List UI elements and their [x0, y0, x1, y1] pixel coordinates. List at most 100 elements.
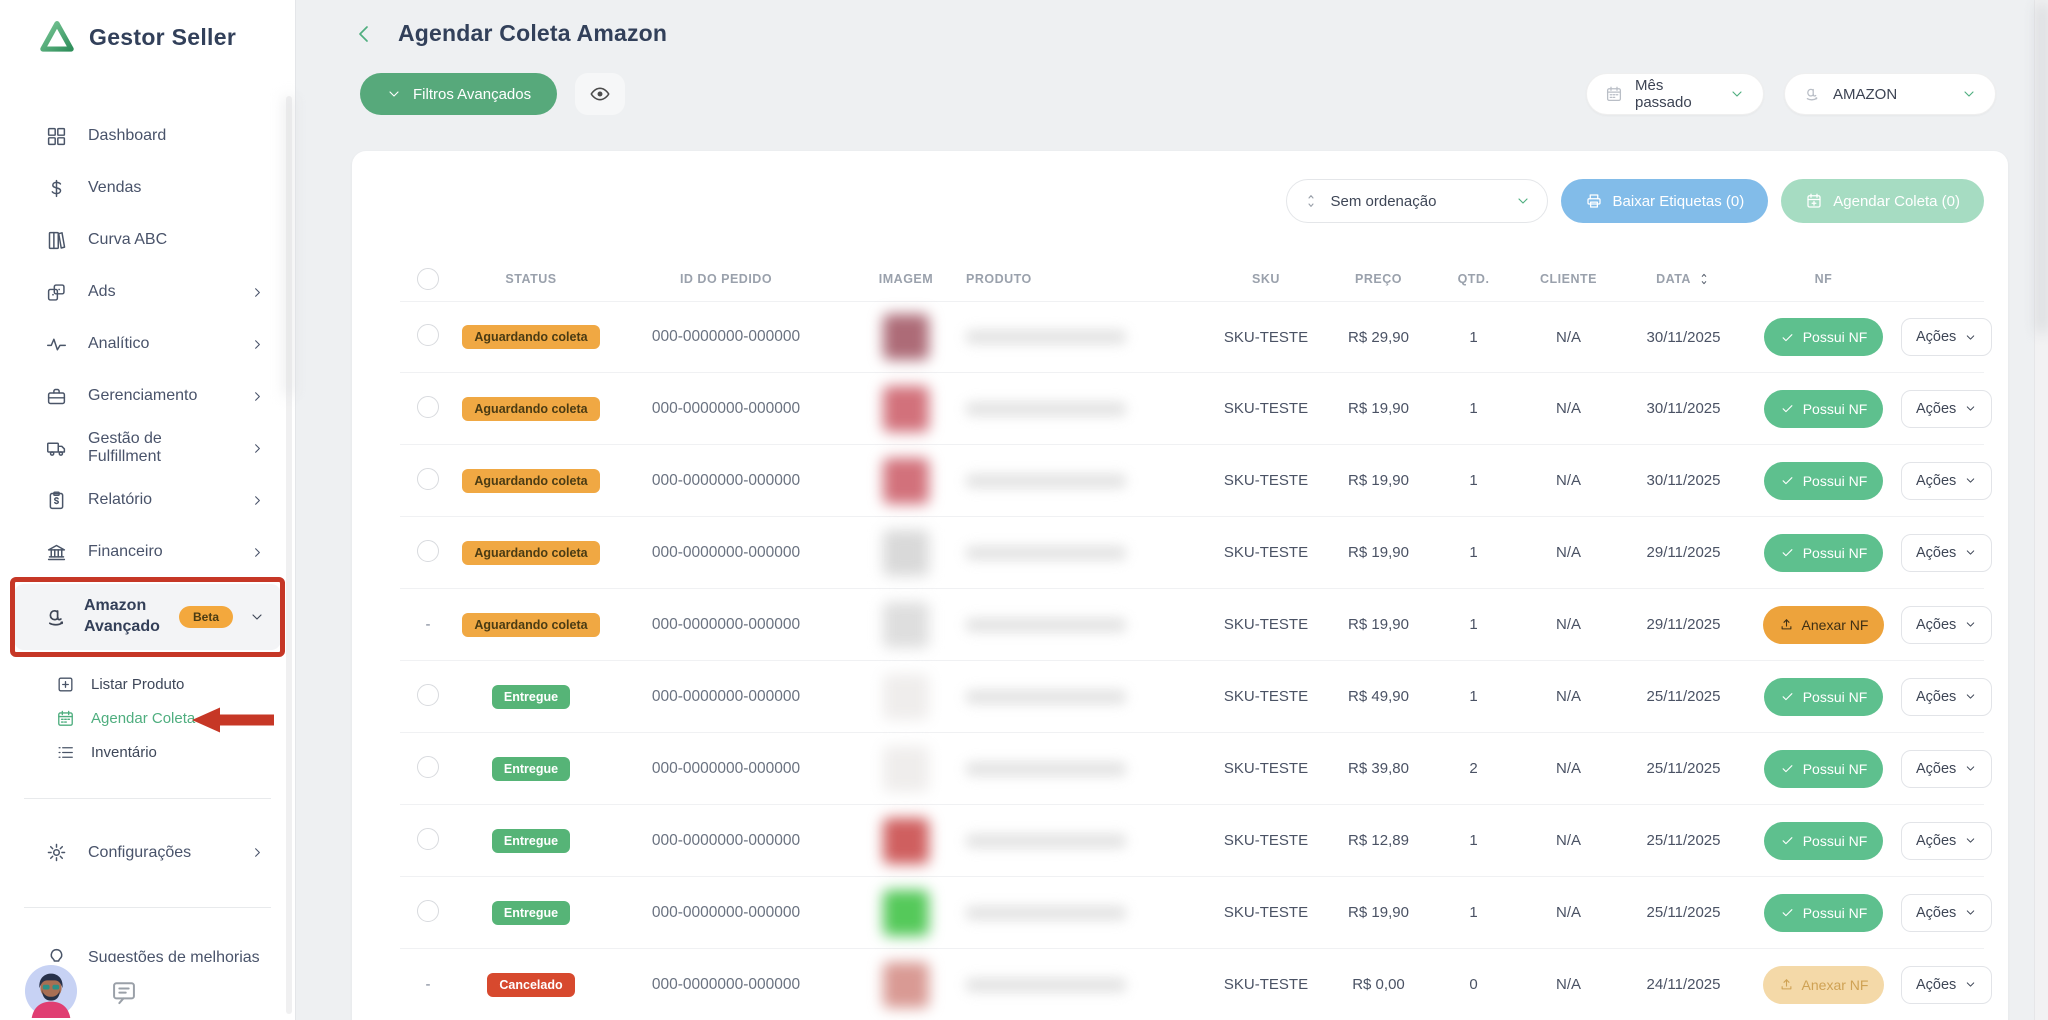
sidebar-item-ads[interactable]: Ads	[0, 266, 295, 318]
gear-icon	[46, 842, 68, 863]
sku-value: SKU-TESTE	[1223, 760, 1309, 777]
actions-dropdown-button[interactable]: Ações	[1901, 893, 1993, 932]
period-select[interactable]: Mês passado	[1586, 73, 1764, 115]
marketplace-select[interactable]: AMAZON	[1784, 73, 1996, 115]
sku-value: SKU-TESTE	[1223, 328, 1309, 346]
sort-icon[interactable]	[1697, 272, 1711, 286]
sidebar-item-listar-produto[interactable]: Listar Produto	[0, 668, 295, 702]
sidebar-item-analitico[interactable]: Analítico	[0, 318, 295, 370]
nf-button[interactable]: Possui NF	[1763, 318, 1884, 356]
check-icon	[1780, 833, 1795, 848]
orders-card: Sem ordenação Baixar Etiquetas (0) Agend…	[352, 151, 2008, 1020]
chevron-down-icon	[249, 609, 265, 625]
sidebar-scrollbar[interactable]	[286, 96, 292, 1014]
actions-dropdown-button[interactable]: Ações	[1901, 461, 1993, 500]
sidebar-item-label: Gerenciamento	[88, 387, 198, 404]
sidebar-item-label: Analítico	[88, 335, 150, 352]
clipboard-icon	[46, 490, 68, 511]
table-row: Aguardando coleta 000-0000000-000000 SKU-T…	[400, 301, 1993, 373]
sidebar-item-configuracoes[interactable]: Configurações	[0, 827, 295, 879]
nf-button[interactable]: Possui NF	[1763, 461, 1884, 500]
date-value: 30/11/2025	[1646, 400, 1721, 417]
actions-dropdown-button[interactable]: Ações	[1901, 533, 1993, 572]
column-header-data[interactable]: DATA	[1621, 272, 1746, 286]
sidebar-item-financeiro[interactable]: Financeiro	[0, 526, 295, 578]
nf-button[interactable]: Possui NF	[1763, 893, 1884, 932]
client-value: N/A	[1555, 688, 1581, 705]
sidebar-item-dashboard[interactable]: Dashboard	[0, 110, 295, 162]
nf-button[interactable]: Possui NF	[1763, 677, 1884, 716]
chevron-down-icon	[1964, 762, 1977, 775]
briefcase-icon	[46, 386, 68, 407]
order-id: 000-0000000-000000	[651, 471, 801, 489]
chevron-down-icon	[1961, 86, 1977, 102]
sku-value: SKU-TESTE	[1223, 472, 1309, 489]
price-value: R$ 19,90	[1348, 616, 1409, 633]
chat-icon[interactable]	[110, 978, 138, 1006]
annotation-arrow	[192, 706, 274, 734]
visibility-toggle-button[interactable]	[575, 73, 626, 115]
status-badge: Entregue	[491, 900, 571, 925]
select-all-checkbox[interactable]	[400, 268, 456, 290]
sku-value: SKU-TESTE	[1223, 400, 1309, 417]
amazon-icon	[44, 605, 68, 629]
sku-value: SKU-TESTE	[1223, 904, 1309, 921]
column-header-qtd-: QTD.	[1457, 272, 1490, 286]
back-button[interactable]	[352, 22, 376, 46]
quantity-value: 2	[1469, 760, 1478, 777]
date-value: 30/11/2025	[1646, 472, 1721, 489]
page-scrollbar[interactable]	[2034, 0, 2048, 1020]
sort-select[interactable]: Sem ordenação	[1285, 179, 1548, 223]
row-checkbox[interactable]	[417, 467, 439, 490]
sidebar-item-relatorio[interactable]: Relatório	[0, 474, 295, 526]
sidebar-item-gestao-de-fulfillment[interactable]: Gestão de Fulfillment	[0, 422, 295, 474]
sort-value: Sem ordenação	[1330, 192, 1437, 210]
user-avatar[interactable]	[24, 964, 78, 1018]
row-checkbox[interactable]	[417, 683, 439, 706]
status-badge: Entregue	[491, 756, 571, 781]
actions-dropdown-button[interactable]: Ações	[1901, 965, 1993, 1004]
sidebar-item-gerenciamento[interactable]: Gerenciamento	[0, 370, 295, 422]
row-checkbox[interactable]	[417, 324, 439, 346]
row-checkbox[interactable]	[417, 539, 439, 562]
sidebar-item-vendas[interactable]: Vendas	[0, 162, 295, 214]
advanced-filters-button[interactable]: Filtros Avançados	[360, 73, 558, 115]
amazon-item-label: Amazon Avançado	[84, 597, 160, 635]
nf-button[interactable]: Anexar NF	[1762, 605, 1885, 644]
sidebar-item-agendar-coleta[interactable]: Agendar Coleta	[0, 702, 295, 736]
column-header-status: STATUS	[505, 272, 557, 286]
table-row: Aguardando coleta 000-0000000-000000 SKU-T…	[400, 445, 1993, 517]
period-value: Mês passado	[1635, 77, 1692, 111]
status-badge: Aguardando coleta	[462, 612, 600, 637]
row-checkbox[interactable]	[417, 899, 439, 922]
row-checkbox[interactable]	[417, 827, 439, 850]
nf-button[interactable]: Possui NF	[1763, 533, 1884, 572]
chevron-right-icon	[250, 285, 265, 300]
actions-dropdown-button[interactable]: Ações	[1901, 389, 1993, 428]
row-checkbox[interactable]	[417, 395, 439, 418]
client-value: N/A	[1555, 760, 1581, 777]
actions-dropdown-button[interactable]: Ações	[1901, 749, 1993, 788]
sidebar-item-label: Configurações	[88, 843, 192, 861]
actions-dropdown-button[interactable]: Ações	[1901, 605, 1993, 644]
price-value: R$ 12,89	[1348, 832, 1409, 849]
actions-dropdown-button[interactable]: Ações	[1901, 318, 1993, 356]
actions-dropdown-button[interactable]: Ações	[1901, 821, 1993, 860]
sidebar-item-inventario[interactable]: Inventário	[0, 736, 295, 770]
chevron-down-icon	[1964, 690, 1977, 703]
upload-icon	[1779, 617, 1794, 632]
actions-dropdown-button[interactable]: Ações	[1901, 677, 1993, 716]
sidebar-item-amazon-avancado[interactable]: Amazon Avançado Beta	[14, 584, 281, 650]
page-title: Agendar Coleta Amazon	[398, 20, 668, 46]
client-value: N/A	[1555, 904, 1581, 921]
pulse-icon	[46, 334, 68, 355]
chevron-down-icon	[1964, 474, 1977, 487]
column-header-cliente: CLIENTE	[1540, 272, 1597, 286]
download-labels-button[interactable]: Baixar Etiquetas (0)	[1560, 179, 1769, 223]
row-checkbox[interactable]	[417, 755, 439, 778]
nf-button[interactable]: Possui NF	[1763, 821, 1884, 860]
row-checkbox-disabled: -	[425, 616, 431, 633]
nf-button[interactable]: Possui NF	[1763, 389, 1884, 428]
nf-button[interactable]: Possui NF	[1763, 749, 1884, 788]
sidebar-item-curva-abc[interactable]: Curva ABC	[0, 214, 295, 266]
